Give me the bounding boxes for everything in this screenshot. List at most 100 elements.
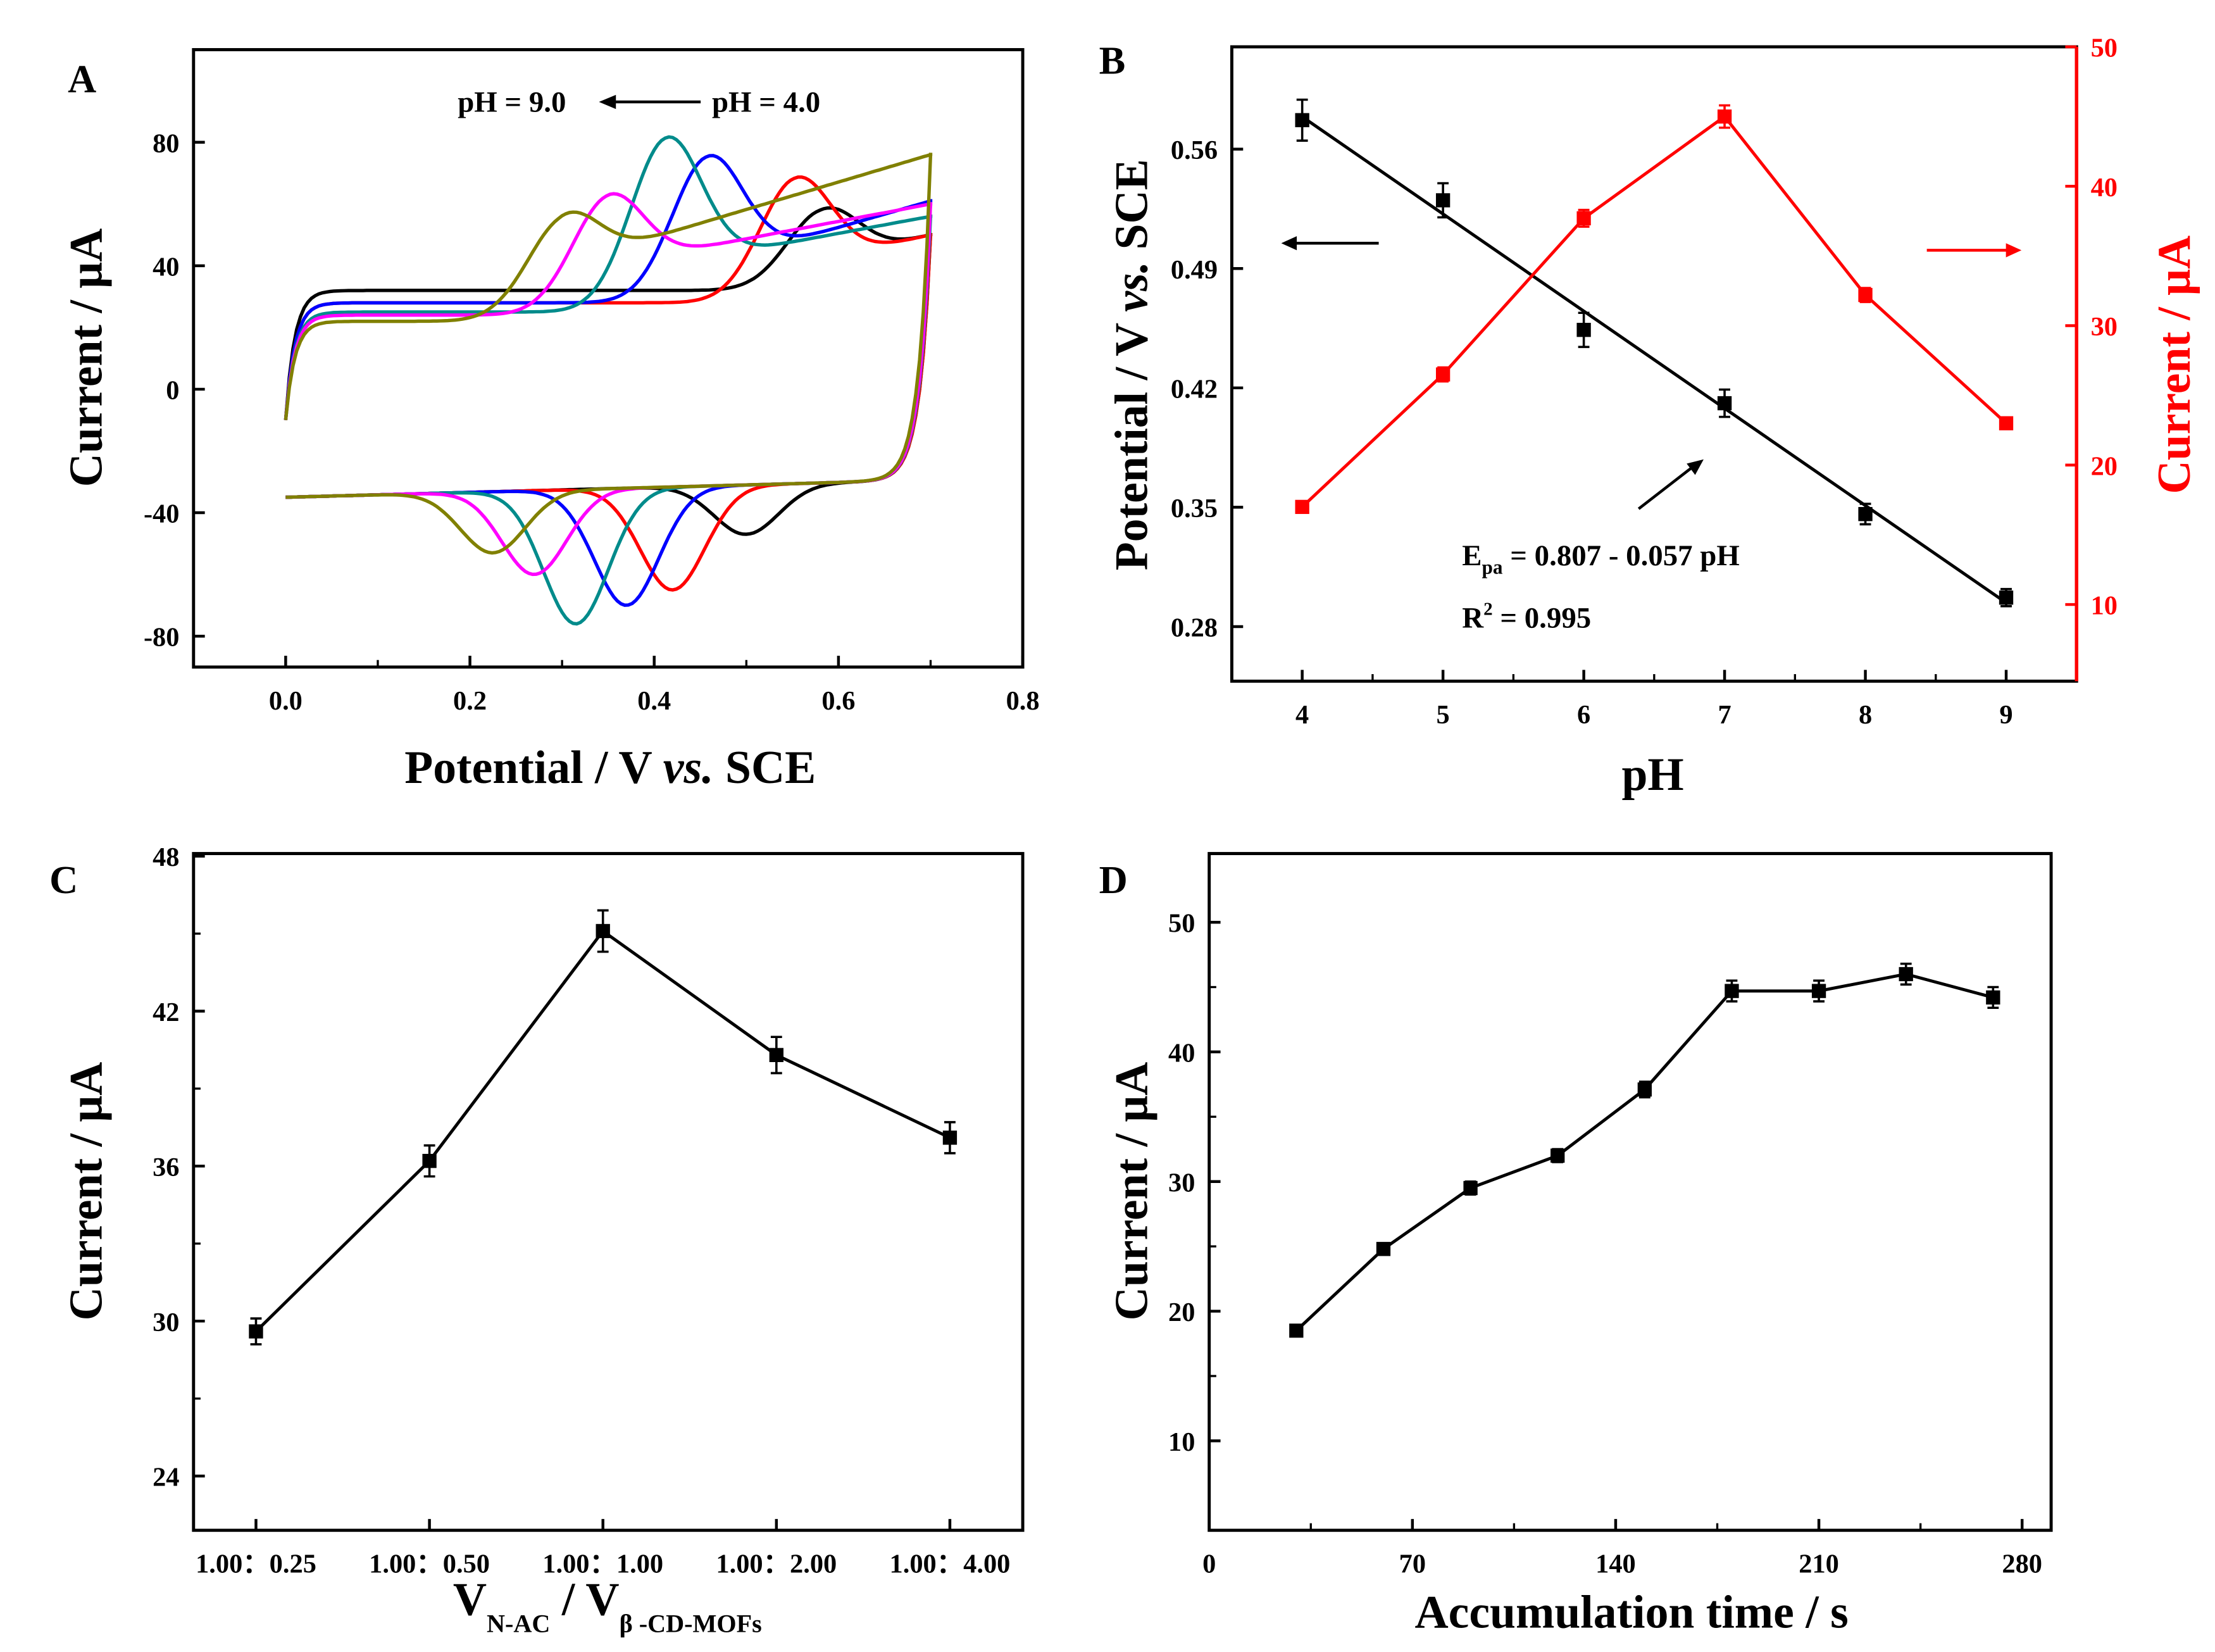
d-y-axis-title: Current / μA	[1106, 1062, 1157, 1321]
b-right-y-axis-title: Current / μA	[2148, 235, 2200, 494]
c-data-point	[249, 1324, 263, 1339]
b-right-y-tick-label: 10	[2091, 591, 2118, 621]
d-data-point	[1463, 1180, 1478, 1196]
b-potential-data-point	[1435, 193, 1451, 208]
b-arrow-right-icon	[1926, 243, 2022, 258]
c-x-tick-label: 1.00：1.00	[542, 1549, 663, 1579]
d-data-point	[1289, 1323, 1304, 1338]
b-potential-data-point	[1999, 591, 2014, 605]
d-data-point	[1637, 1082, 1652, 1097]
c-y-axis-title: Current / μA	[60, 1062, 112, 1321]
c-x-tick-label: 1.00：4.00	[890, 1549, 1011, 1579]
a-plot-frame	[192, 47, 1025, 669]
a-cv-curve-ph-4-0	[284, 206, 933, 536]
a-y-tick-label: -40	[144, 499, 180, 529]
a-x-axis-title: Potential / V vs. SCE	[404, 741, 816, 793]
a-annotation-ph9: pH = 9.0	[458, 86, 566, 119]
a-x-tick-label: 0.6	[821, 686, 855, 716]
b-right-y-tick-label: 30	[2091, 312, 2118, 342]
a-y-axis-title: Current / μA	[60, 228, 112, 487]
b-right-y-tick-label: 50	[2091, 34, 2118, 63]
a-y-tick-label: 0	[166, 376, 179, 406]
b-potential-data-point	[1717, 396, 1732, 411]
b-y-tick-label: 0.35	[1171, 494, 1218, 523]
b-x-tick-label: 7	[1718, 700, 1731, 730]
b-potential-data-point	[1295, 113, 1309, 127]
a-x-tick-label: 0.2	[453, 686, 487, 716]
d-series-line	[1295, 972, 1994, 1332]
d-y-tick-label: 30	[1168, 1168, 1195, 1198]
b-fit-equation: Epa = 0.807 - 0.057 pH	[1462, 539, 1740, 578]
a-cv-curve-ph-8-0	[284, 192, 933, 577]
a-x-tick-label: 0.8	[1006, 686, 1040, 716]
d-data-point	[1986, 990, 2000, 1005]
a-annotation-ph4: pH = 4.0	[712, 86, 820, 119]
plot-layer: 0.0 0.2 0.4 0.6 0.8 -80 -40 0 40 80 4 5 6 7 8 9 0.28 0.35…	[144, 34, 2118, 1579]
c-y-tick-label: 24	[153, 1463, 179, 1492]
d-x-tick-label: 0	[1202, 1549, 1216, 1579]
c-x-tick-label: 1.00：2.00	[716, 1549, 837, 1579]
c-series-line	[254, 929, 951, 1333]
d-x-tick-label: 210	[1799, 1549, 1839, 1579]
a-y-tick-label: 80	[153, 128, 179, 158]
a-x-tick-label: 0.0	[269, 686, 303, 716]
panel-label-c: C	[49, 858, 78, 902]
c-x-tick-label: 1.00：0.50	[369, 1549, 490, 1579]
b-y-tick-label: 0.49	[1171, 255, 1218, 285]
b-current-series-line	[1301, 114, 2007, 508]
d-x-tick-label: 70	[1399, 1549, 1426, 1579]
a-cv-curve-ph-9-0	[284, 153, 933, 555]
c-x-axis-title: VN-AC / Vβ -CD-MOFs	[453, 1574, 762, 1638]
b-current-data-point	[1858, 287, 1873, 303]
b-arrow-left-icon	[1281, 236, 1379, 251]
c-y-tick-label: 48	[153, 842, 179, 872]
d-x-tick-label: 280	[2002, 1549, 2042, 1579]
b-left-y-axis-title: Potential / V vs. SCE	[1106, 159, 1157, 570]
b-potential-data-point	[1576, 323, 1591, 337]
c-data-point	[596, 923, 610, 939]
a-x-tick-label: 0.4	[637, 686, 671, 716]
b-current-data-point	[1295, 499, 1309, 515]
c-data-point	[942, 1130, 958, 1145]
c-data-point	[769, 1048, 783, 1062]
d-y-tick-label: 10	[1168, 1427, 1195, 1457]
d-x-tick-label: 140	[1595, 1549, 1636, 1579]
c-y-tick-label: 36	[153, 1153, 179, 1182]
a-cv-curve-ph-5-0	[284, 175, 933, 592]
b-right-y-tick-label: 40	[2091, 173, 2118, 203]
b-r-squared: R2 = 0.995	[1462, 599, 1591, 634]
b-x-tick-label: 4	[1295, 700, 1309, 730]
b-y-tick-label: 0.42	[1171, 374, 1218, 404]
b-current-data-point	[1576, 211, 1591, 226]
d-data-point	[1899, 967, 1913, 982]
d-y-tick-label: 20	[1168, 1298, 1195, 1327]
b-arrow-diagonal-icon	[1637, 459, 1704, 510]
b-current-data-point	[1999, 416, 2014, 430]
c-y-tick-label: 30	[153, 1308, 179, 1337]
b-y-tick-label: 0.28	[1171, 613, 1218, 643]
d-data-point	[1376, 1242, 1391, 1256]
b-current-data-point	[1435, 367, 1451, 382]
panel-label-b: B	[1099, 38, 1126, 82]
a-y-tick-label: -80	[144, 623, 180, 653]
b-fit-line	[1301, 115, 2007, 604]
d-y-tick-label: 40	[1168, 1039, 1195, 1068]
c-x-tick-label: 1.00：0.25	[196, 1549, 316, 1579]
b-right-y-tick-label: 20	[2091, 451, 2118, 481]
c-y-tick-label: 42	[153, 998, 179, 1027]
b-x-tick-label: 5	[1437, 700, 1450, 730]
d-y-tick-label: 50	[1168, 909, 1195, 939]
panel-label-a: A	[68, 56, 96, 101]
c-plot-frame	[192, 852, 1025, 1532]
b-y-tick-label: 0.56	[1171, 135, 1218, 165]
b-current-data-point	[1717, 109, 1732, 124]
panel-label-d: D	[1099, 858, 1128, 902]
c-data-point	[422, 1153, 437, 1168]
d-data-point	[1811, 984, 1826, 998]
a-arrow-left-icon	[599, 94, 701, 110]
b-x-axis-title: pH	[1621, 748, 1683, 800]
b-x-tick-label: 6	[1577, 700, 1590, 730]
d-data-point	[1725, 984, 1739, 998]
d-data-point	[1550, 1148, 1565, 1163]
